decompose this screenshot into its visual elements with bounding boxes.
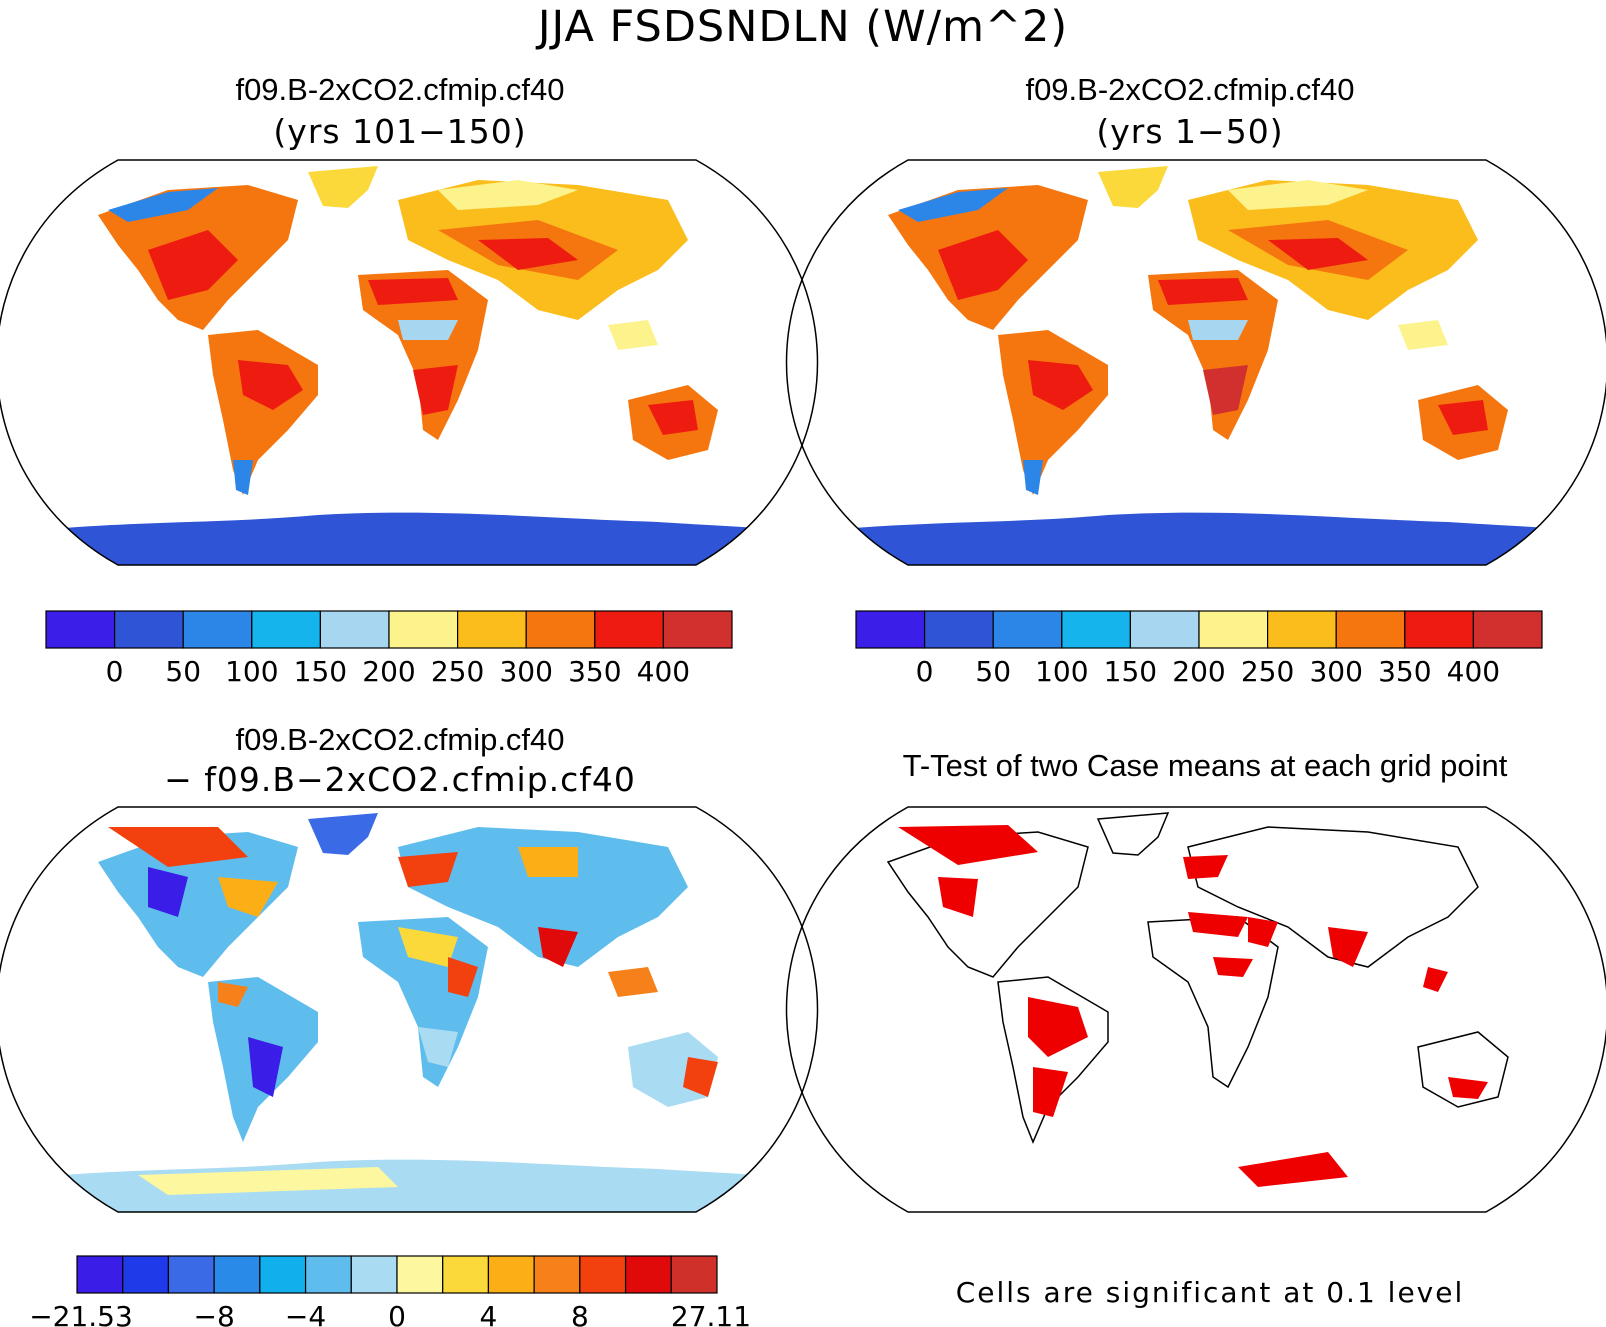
eurasia bbox=[398, 827, 688, 967]
panel3-title: f09.B-2xCO2.cfmip.cf40 bbox=[235, 722, 565, 757]
colorbar-swatch bbox=[1267, 610, 1337, 649]
greenland bbox=[308, 813, 378, 855]
colorbar-tick-label: 400 bbox=[637, 655, 690, 688]
africa bbox=[358, 270, 488, 440]
colorbar-panel-2: 0 50 100 150 200 250 300 350 400 bbox=[855, 610, 1543, 688]
colorbar-swatch bbox=[992, 610, 1063, 649]
colorbar-tick-label: 250 bbox=[431, 655, 484, 688]
panel4-title: T-Test of two Case means at each grid po… bbox=[902, 748, 1508, 783]
colorbar-tick-label: 400 bbox=[1447, 655, 1500, 688]
colorbar-swatch bbox=[304, 1255, 352, 1294]
significance-note: Cells are significant at 0.1 level bbox=[955, 1276, 1465, 1309]
colorbar-swatch bbox=[525, 610, 596, 649]
greenland bbox=[1098, 166, 1168, 208]
colorbar-swatch bbox=[396, 1255, 444, 1294]
colorbar-swatch bbox=[45, 610, 116, 649]
colorbar-tick-label: 100 bbox=[225, 655, 278, 688]
colorbar-swatch bbox=[182, 610, 253, 649]
colorbar-swatch bbox=[1129, 610, 1200, 649]
colorbar-swatch bbox=[457, 610, 527, 649]
colorbar-tick-label: 200 bbox=[362, 655, 415, 688]
greenland bbox=[308, 166, 378, 208]
colorbar-tick-label: 4 bbox=[480, 1300, 498, 1327]
colorbar-swatch bbox=[113, 610, 184, 649]
colorbar-swatch bbox=[1404, 610, 1474, 649]
map-panel-3 bbox=[0, 806, 819, 1213]
colorbar-tick-label: 50 bbox=[975, 655, 1011, 688]
significant-cells bbox=[898, 825, 1488, 1187]
colorbar-tick-label: 27.11 bbox=[671, 1300, 751, 1327]
map-panel-1 bbox=[0, 159, 819, 566]
colorbar-swatch bbox=[122, 1255, 170, 1294]
colorbar-swatch bbox=[670, 1255, 718, 1294]
colorbar-swatch bbox=[259, 1255, 307, 1294]
colorbar-tick-label: 150 bbox=[294, 655, 347, 688]
colorbar-tick-label: 250 bbox=[1241, 655, 1294, 688]
colorbar-tick-label: 300 bbox=[1309, 655, 1362, 688]
south-america bbox=[208, 330, 318, 495]
antarctica bbox=[18, 512, 796, 565]
colorbar-tick-label: −4 bbox=[285, 1300, 326, 1327]
colorbar-tick-label: 8 bbox=[571, 1300, 589, 1327]
colorbar-swatch bbox=[167, 1255, 215, 1294]
colorbar-swatch bbox=[388, 610, 459, 649]
colorbar-tick-label: −8 bbox=[194, 1300, 235, 1327]
colorbar-tick-label: 350 bbox=[1378, 655, 1431, 688]
colorbar-tick-label: 50 bbox=[165, 655, 201, 688]
colorbar-tick-label: −21.53 bbox=[29, 1300, 133, 1327]
colorbar-swatch bbox=[1472, 610, 1543, 649]
colorbar-tick-label: 150 bbox=[1104, 655, 1157, 688]
colorbar-tick-label: 0 bbox=[916, 655, 934, 688]
map-panel-2 bbox=[785, 159, 1606, 566]
panel2-subtitle: (yrs 1−50) bbox=[1096, 112, 1284, 151]
colorbar-swatch bbox=[624, 1255, 672, 1294]
colorbar-tick-label: 0 bbox=[388, 1300, 406, 1327]
colorbar-tick-label: 300 bbox=[499, 655, 552, 688]
colorbar-swatch bbox=[855, 610, 926, 649]
panel1-title: f09.B-2xCO2.cfmip.cf40 bbox=[235, 72, 565, 107]
panel3-subtitle: − f09.B−2xCO2.cfmip.cf40 bbox=[164, 760, 636, 799]
main-title: JJA FSDSNDLN (W/m^2) bbox=[537, 2, 1069, 52]
colorbar-tick-label: 0 bbox=[106, 655, 124, 688]
colorbar-swatch bbox=[213, 1255, 261, 1294]
colorbar-panel-3: −21.53 −8 −4 0 4 8 27.11 bbox=[29, 1255, 751, 1327]
map-panel-4 bbox=[785, 806, 1606, 1213]
colorbar-swatch bbox=[76, 1255, 124, 1294]
colorbar-swatch bbox=[533, 1255, 581, 1294]
colorbar-swatch bbox=[251, 610, 322, 649]
colorbar-panel-1: 0 50 100 150 200 250 300 350 400 bbox=[45, 610, 733, 688]
colorbar-swatch bbox=[923, 610, 994, 649]
colorbar-tick-label: 100 bbox=[1035, 655, 1088, 688]
panel2-title: f09.B-2xCO2.cfmip.cf40 bbox=[1025, 72, 1355, 107]
colorbar-swatch bbox=[1061, 610, 1132, 649]
antarctica bbox=[808, 512, 1586, 565]
africa bbox=[1148, 270, 1278, 440]
colorbar-tick-label: 350 bbox=[568, 655, 621, 688]
panel1-subtitle: (yrs 101−150) bbox=[273, 112, 527, 151]
colorbar-tick-label: 200 bbox=[1172, 655, 1225, 688]
colorbar-swatch bbox=[350, 1255, 398, 1294]
colorbar-swatch bbox=[319, 610, 390, 649]
antarctica bbox=[18, 1159, 796, 1212]
colorbar-swatch bbox=[579, 1255, 627, 1294]
colorbar-swatch bbox=[442, 1255, 490, 1294]
colorbar-swatch bbox=[487, 1255, 535, 1294]
south-america bbox=[998, 330, 1108, 495]
colorbar-swatch bbox=[1335, 610, 1406, 649]
colorbar-swatch bbox=[662, 610, 733, 649]
colorbar-swatch bbox=[594, 610, 664, 649]
colorbar-swatch bbox=[1198, 610, 1269, 649]
